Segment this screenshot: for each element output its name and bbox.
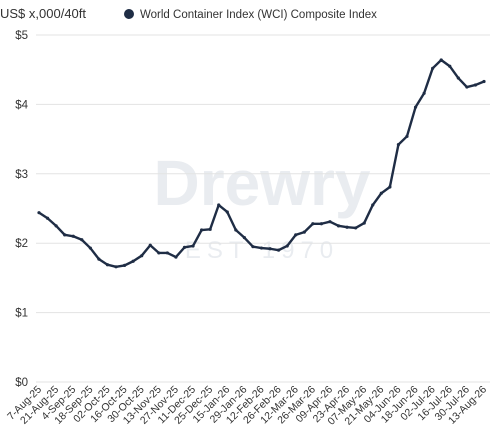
data-point	[268, 247, 272, 251]
watermark: Drewry	[154, 147, 371, 219]
data-point	[396, 143, 401, 147]
data-point	[302, 230, 306, 234]
data-point	[242, 236, 246, 240]
data-point	[140, 254, 144, 258]
data-point	[80, 238, 84, 242]
data-point	[191, 244, 195, 248]
data-point	[157, 251, 161, 255]
data-point	[182, 245, 187, 249]
y-axis-label: US$ x,000/40ft	[0, 6, 86, 21]
legend-label: World Container Index (WCI) Composite In…	[140, 9, 377, 21]
data-point	[208, 227, 212, 231]
data-point	[199, 228, 204, 232]
data-point	[174, 255, 178, 259]
data-point	[311, 222, 315, 226]
data-point	[37, 211, 41, 215]
y-tick-label: $0	[15, 377, 28, 389]
data-point	[45, 216, 50, 220]
data-point	[277, 248, 281, 252]
data-point	[105, 263, 110, 267]
data-point	[54, 224, 58, 228]
data-point	[431, 66, 435, 70]
data-point	[448, 64, 452, 68]
data-point	[259, 246, 264, 250]
data-point	[165, 251, 169, 255]
data-point	[388, 185, 392, 189]
y-tick-label: $1	[15, 308, 28, 320]
y-tick-label: $3	[15, 169, 28, 181]
data-point	[225, 210, 229, 214]
data-point	[131, 259, 135, 263]
legend-marker	[124, 9, 134, 19]
data-point	[63, 233, 67, 237]
data-point	[122, 263, 127, 268]
data-point	[336, 224, 341, 228]
data-point	[97, 257, 101, 261]
data-point	[88, 246, 92, 250]
data-point	[294, 233, 298, 237]
data-point	[405, 134, 409, 138]
data-point	[413, 105, 418, 109]
data-point	[473, 83, 478, 87]
y-tick-label: $5	[15, 30, 28, 42]
data-point	[354, 226, 358, 230]
y-tick-label: $2	[15, 238, 28, 250]
data-point	[71, 234, 75, 238]
data-point	[251, 245, 255, 249]
data-point	[148, 243, 152, 247]
data-point	[285, 244, 289, 248]
data-point	[234, 228, 238, 232]
data-point	[456, 76, 460, 80]
data-point	[465, 85, 469, 89]
data-point	[362, 221, 366, 225]
data-point	[439, 58, 443, 62]
data-point	[482, 79, 486, 84]
y-tick-label: $4	[15, 99, 28, 111]
data-point	[217, 203, 221, 207]
data-point	[345, 225, 349, 229]
data-point	[371, 203, 375, 207]
data-point	[114, 265, 118, 269]
data-point	[319, 222, 324, 226]
data-point	[328, 220, 332, 224]
watermark-sub: EST 1970	[185, 237, 339, 264]
data-point	[379, 191, 383, 195]
data-point	[422, 91, 426, 95]
